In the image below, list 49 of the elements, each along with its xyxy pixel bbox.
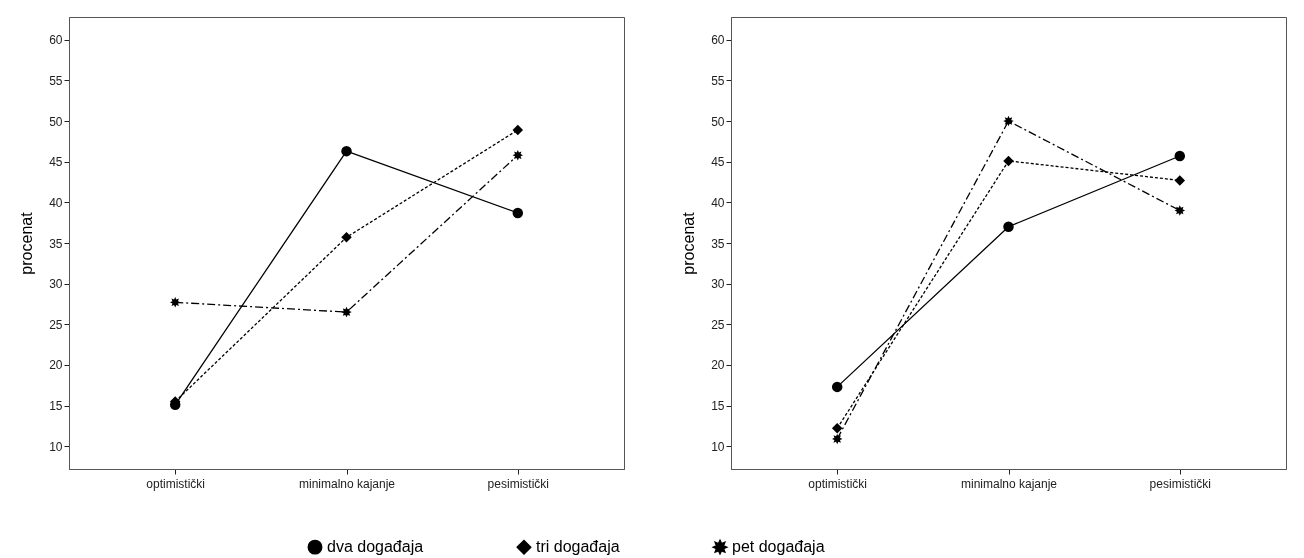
x-tick-label: pesimistički <box>487 476 549 491</box>
y-tick-label: 20 <box>49 358 63 373</box>
point <box>1003 155 1014 167</box>
y-tick-label: 55 <box>711 73 725 88</box>
y-tick-label: 55 <box>49 73 63 88</box>
y-tick-label: 60 <box>711 33 725 48</box>
x-tick-label: optimistički <box>146 476 206 491</box>
y-tick-label: 15 <box>711 399 725 414</box>
y-tick-label: 50 <box>711 114 725 129</box>
y-tick-label: 25 <box>711 317 725 332</box>
y-tick-label: 30 <box>711 277 725 292</box>
y-tick-label: 30 <box>49 277 63 292</box>
point <box>831 433 843 445</box>
y-tick-label: 35 <box>711 236 725 251</box>
x-tick-label: minimalno kajanje <box>298 476 396 491</box>
point <box>831 423 843 434</box>
y-tick-label: 40 <box>49 195 63 210</box>
x-tick-label: pesimistički <box>1149 476 1211 491</box>
y-tick-label: 10 <box>49 439 63 454</box>
legend-label: dva događaja <box>327 538 424 556</box>
y-axis-title: procenat <box>18 211 36 275</box>
point <box>512 149 524 161</box>
y-tick-label: 25 <box>49 317 63 332</box>
x-tick-label: optimistički <box>808 476 868 491</box>
point <box>341 306 352 318</box>
y-tick-label: 35 <box>49 236 63 251</box>
y-tick-label: 20 <box>711 358 725 373</box>
y-axis-title: procenat <box>680 211 698 275</box>
y-tick-label: 45 <box>49 155 63 170</box>
point <box>341 145 352 157</box>
point <box>512 207 524 219</box>
point <box>1003 221 1014 232</box>
point <box>831 381 843 393</box>
point <box>1174 150 1186 162</box>
y-tick-label: 50 <box>49 114 63 129</box>
point <box>512 124 524 136</box>
point <box>1174 205 1186 216</box>
y-tick-label: 10 <box>711 439 725 454</box>
x-tick-label: minimalno kajanje <box>960 476 1058 491</box>
point <box>1003 115 1014 127</box>
point <box>1174 175 1186 186</box>
y-tick-label: 60 <box>49 33 63 48</box>
legend-label: pet događaja <box>732 538 825 556</box>
point <box>169 297 181 308</box>
y-tick-label: 15 <box>49 399 63 414</box>
legend-label: tri događaja <box>536 538 620 556</box>
y-tick-label: 40 <box>711 195 725 210</box>
point <box>341 232 352 243</box>
y-tick-label: 45 <box>711 155 725 170</box>
